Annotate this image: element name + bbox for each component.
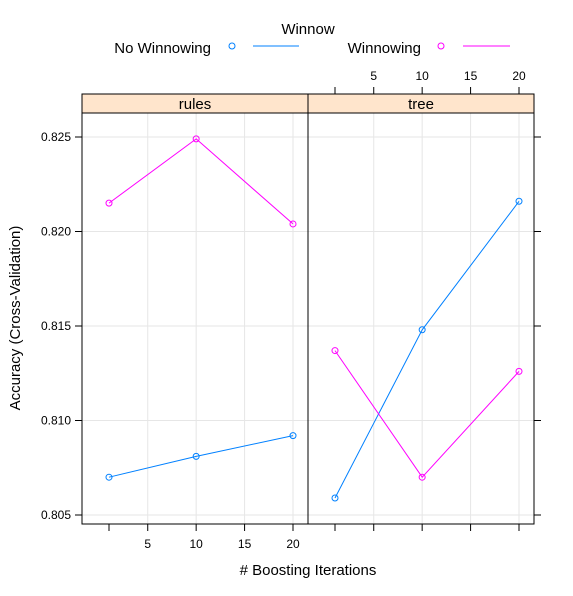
series-line-tree-winnowing <box>334 350 520 479</box>
data-point <box>515 197 523 205</box>
panel-tree: tree 5 10 15 20 <box>307 69 535 531</box>
y-axis: 0.805 0.810 0.815 0.820 0.825 <box>41 130 541 522</box>
strip-label-rules: rules <box>179 96 212 113</box>
x-tick-label: 20 <box>512 69 526 83</box>
x-tick-label: 15 <box>238 537 252 551</box>
y-tick-label: 0.805 <box>41 508 71 522</box>
x-tick-label: 5 <box>144 537 151 551</box>
y-tick-label: 0.820 <box>41 225 71 239</box>
x-axis-label: # Boosting Iterations <box>240 562 377 579</box>
y-tick-label: 0.810 <box>41 414 71 428</box>
legend-item-winnowing: Winnowing <box>348 40 510 57</box>
data-point <box>331 494 339 502</box>
series-line-tree-no-winnowing <box>334 200 520 499</box>
legend: Winnow No Winnowing Winnowing <box>114 21 510 57</box>
legend-label-winnowing: Winnowing <box>348 40 421 57</box>
y-tick-label: 0.825 <box>41 130 71 144</box>
data-point <box>331 347 339 355</box>
data-point <box>418 473 426 481</box>
data-point <box>192 135 200 143</box>
legend-marker-winnowing <box>437 42 445 50</box>
strip-label-tree: tree <box>408 96 434 113</box>
x-tick-label: 5 <box>370 69 377 83</box>
legend-marker-no-winnowing <box>228 42 236 50</box>
panel-frame-tree <box>307 93 535 525</box>
y-axis-label: Accuracy (Cross-Validation) <box>7 226 24 411</box>
x-tick-label: 20 <box>286 537 300 551</box>
data-point <box>289 432 297 440</box>
x-tick-label: 10 <box>415 69 429 83</box>
x-tick-label: 10 <box>189 537 203 551</box>
data-point <box>105 473 113 481</box>
x-tick-label: 15 <box>464 69 478 83</box>
series-line-rules-winnowing <box>108 138 294 225</box>
data-point <box>418 326 426 334</box>
data-point <box>192 452 200 460</box>
data-point <box>515 367 523 375</box>
legend-title: Winnow <box>281 21 335 38</box>
legend-item-no-winnowing: No Winnowing <box>114 40 299 57</box>
y-tick-label: 0.815 <box>41 319 71 333</box>
data-point <box>105 199 113 207</box>
legend-label-no-winnowing: No Winnowing <box>114 40 211 57</box>
data-point <box>289 220 297 228</box>
series-line-rules-no-winnowing <box>108 435 294 478</box>
panel-rules: rules 5 10 15 20 <box>81 93 309 551</box>
